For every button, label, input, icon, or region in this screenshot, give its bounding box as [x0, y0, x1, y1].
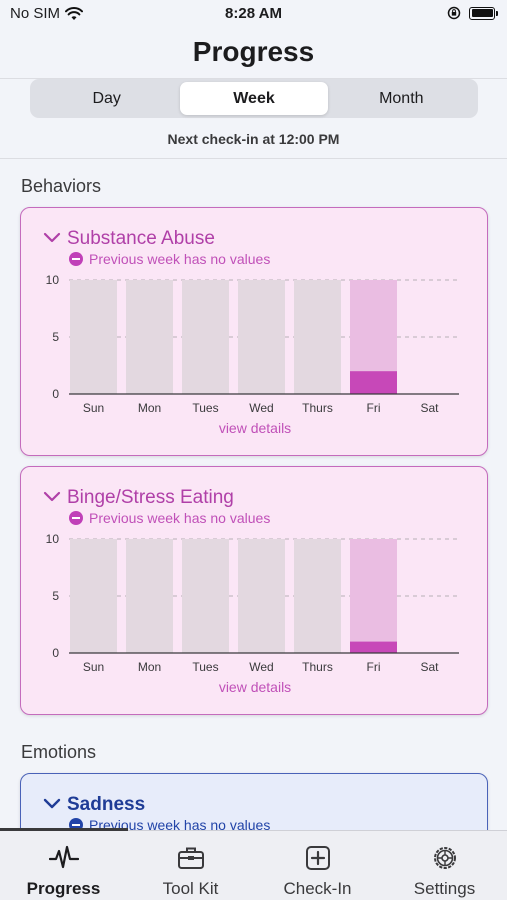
bar-background-mon: [126, 280, 173, 394]
binge-stress-eating-card[interactable]: Binge/Stress Eating Previous week has no…: [20, 466, 488, 715]
next-checkin-text: Next check-in at 12:00 PM: [167, 131, 340, 147]
tab-tool-kit[interactable]: Tool Kit: [127, 831, 254, 900]
tab-label: Check-In: [283, 879, 352, 898]
pulse-icon: [48, 845, 79, 869]
x-tick-label: Thurs: [302, 660, 333, 674]
status-bar: No SIM 8:28 AM: [0, 0, 507, 28]
tab-label: Progress: [26, 879, 101, 898]
y-tick-label: 0: [52, 646, 59, 660]
bar-background-wed: [238, 280, 285, 394]
bar-background-sun: [70, 280, 117, 394]
tab-bar: Progress Tool Kit Check-In Settings: [0, 830, 507, 900]
tab-check-in[interactable]: Check-In: [254, 831, 381, 900]
no-values-text: Previous week has no values: [89, 251, 271, 267]
gear-icon: [433, 847, 456, 869]
period-segmented-control: Day Week Month: [30, 79, 478, 118]
card-title[interactable]: Substance Abuse: [67, 228, 215, 249]
bar-background-fri: [350, 539, 397, 653]
segment-week[interactable]: Week: [180, 82, 328, 115]
plus-square-icon: [305, 846, 330, 870]
x-tick-label: Sat: [420, 660, 439, 674]
header-divider: [0, 78, 507, 79]
emotions-heading: Emotions: [21, 742, 97, 762]
bar-background-tues: [182, 539, 229, 653]
x-tick-label: Thurs: [302, 401, 333, 415]
chevron-down-icon[interactable]: [43, 491, 61, 503]
tab-label: Settings: [413, 879, 476, 898]
bar-background-mon: [126, 539, 173, 653]
bar-value-fri: [350, 641, 397, 653]
x-tick-label: Tues: [192, 660, 218, 674]
segment-month[interactable]: Month: [379, 89, 424, 107]
x-tick-label: Fri: [367, 660, 381, 674]
binge-stress-eating-chart: 10 5 0 Sun Mon Tues Wed Thurs Fri Sat: [46, 532, 459, 674]
status-time: 8:28 AM: [225, 5, 282, 22]
section-divider: [0, 158, 507, 159]
x-tick-label: Wed: [249, 401, 273, 415]
active-tab-indicator: [0, 828, 128, 831]
y-tick-label: 5: [52, 589, 59, 603]
y-tick-label: 10: [46, 273, 60, 287]
minus-circle-icon: [69, 511, 83, 525]
behaviors-heading: Behaviors: [21, 176, 102, 196]
x-tick-label: Fri: [367, 401, 381, 415]
bar-background-wed: [238, 539, 285, 653]
x-tick-label: Wed: [249, 660, 273, 674]
chevron-down-icon[interactable]: [43, 798, 61, 810]
carrier-label: No SIM: [10, 5, 61, 22]
bar-background-thurs: [294, 539, 341, 653]
segment-day[interactable]: Day: [92, 89, 121, 107]
no-values-text: Previous week has no values: [89, 817, 271, 833]
x-tick-label: Tues: [192, 401, 218, 415]
substance-abuse-card[interactable]: Substance Abuse Previous week has no val…: [20, 207, 488, 456]
wifi-icon: [65, 6, 84, 20]
y-tick-label: 10: [46, 532, 60, 546]
battery-icon: [469, 6, 498, 20]
status-left: No SIM: [10, 5, 84, 22]
orientation-lock-icon: [447, 6, 461, 20]
substance-abuse-chart: 10 5 0 Sun Mon Tues Wed Thurs Fri Sat: [46, 273, 459, 415]
tab-progress[interactable]: Progress: [0, 831, 127, 900]
minus-circle-icon: [69, 252, 83, 266]
tab-settings[interactable]: Settings: [381, 831, 507, 900]
card-title[interactable]: Binge/Stress Eating: [67, 487, 234, 508]
no-values-text: Previous week has no values: [89, 510, 271, 526]
chevron-down-icon[interactable]: [43, 232, 61, 244]
bar-value-fri: [350, 371, 397, 394]
tab-label: Tool Kit: [162, 879, 219, 898]
view-details-link[interactable]: view details: [218, 420, 292, 436]
x-tick-label: Mon: [138, 401, 161, 415]
bar-background-sun: [70, 539, 117, 653]
card-title[interactable]: Sadness: [67, 794, 146, 815]
view-details-link[interactable]: view details: [218, 679, 292, 695]
x-tick-label: Sun: [83, 660, 104, 674]
x-tick-label: Sat: [420, 401, 439, 415]
toolbox-icon: [177, 847, 204, 869]
x-tick-label: Sun: [83, 401, 104, 415]
page-title: Progress: [192, 36, 315, 67]
no-values-notice: Previous week has no values: [69, 251, 270, 267]
bar-background-thurs: [294, 280, 341, 394]
y-tick-label: 0: [52, 387, 59, 401]
status-right: [447, 6, 498, 20]
no-values-notice: Previous week has no values: [69, 510, 270, 526]
x-tick-label: Mon: [138, 660, 161, 674]
y-tick-label: 5: [52, 330, 59, 344]
bar-background-tues: [182, 280, 229, 394]
